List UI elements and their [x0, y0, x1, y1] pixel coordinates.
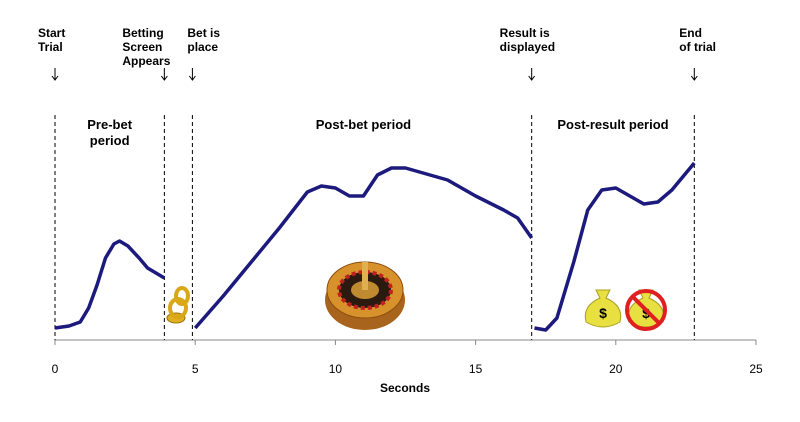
event-label-line: Start — [38, 26, 65, 40]
event-label: Betting Screen Appears — [122, 26, 170, 68]
event-label-line: End — [679, 26, 702, 40]
event-arrow — [51, 68, 59, 81]
event-label: Result is displayed — [500, 26, 555, 54]
period-label-line: period — [90, 133, 130, 148]
event-label-line: Screen — [122, 40, 162, 54]
event-arrow — [188, 68, 196, 81]
svg-text:$: $ — [599, 305, 607, 321]
event-label: Bet is place — [187, 26, 220, 54]
event-label-line: Result is — [500, 26, 550, 40]
x-tick-label: 15 — [469, 362, 483, 376]
coins-icon — [166, 286, 190, 324]
period-label: Post-result period — [557, 117, 668, 132]
event-label-line: displayed — [500, 40, 555, 54]
no-money-bag-icon: $ — [625, 289, 667, 331]
event-label-line: Betting — [122, 26, 163, 40]
x-tick-label: 0 — [52, 362, 59, 376]
event-arrow — [160, 68, 168, 81]
period-label-line: Post-result period — [557, 117, 668, 132]
period-label-line: Pre-bet — [87, 117, 132, 132]
event-label-line: Bet is — [187, 26, 220, 40]
period-label: Post-bet period — [316, 117, 411, 132]
event-label-line: place — [187, 40, 218, 54]
money-bag-icon: $ — [584, 289, 622, 328]
period-label-line: Post-bet period — [316, 117, 411, 132]
event-arrow — [528, 68, 536, 81]
event-arrow — [690, 68, 698, 81]
x-axis-label: Seconds — [380, 381, 430, 395]
event-label-line: Trial — [38, 40, 63, 54]
roulette-icon — [325, 261, 405, 330]
event-label-line: Appears — [122, 54, 170, 68]
data-line — [54, 161, 696, 332]
x-tick-label: 25 — [749, 362, 763, 376]
event-label: Start Trial — [38, 26, 65, 54]
event-label-line: of trial — [679, 40, 716, 54]
x-tick-label: 5 — [192, 362, 199, 376]
event-label: End of trial — [679, 26, 716, 54]
x-tick-label: 10 — [329, 362, 343, 376]
x-tick-label: 20 — [609, 362, 623, 376]
period-label: Pre-bet period — [87, 117, 132, 148]
svg-text:$: $ — [642, 305, 650, 321]
